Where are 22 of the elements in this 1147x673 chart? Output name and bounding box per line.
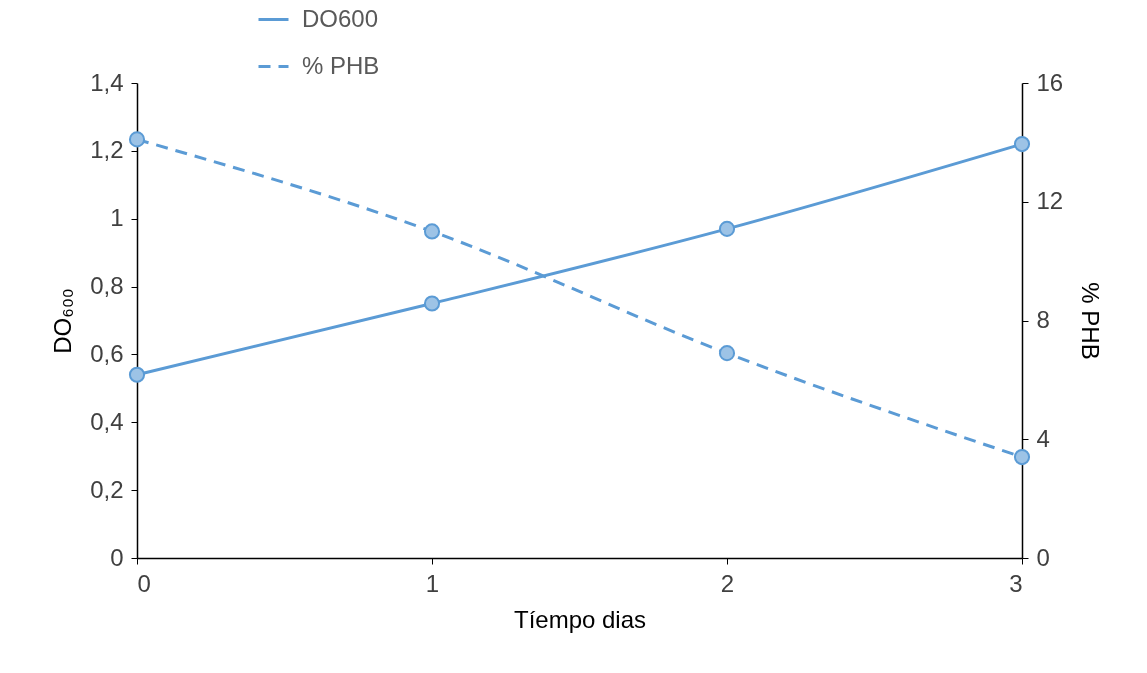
y-axis-title: DO₆₀₀ xyxy=(49,288,77,354)
y2-tick-label: 0 xyxy=(1036,543,1050,571)
y2-axis-title: % PHB xyxy=(1077,282,1105,360)
y-tick-label: 0 xyxy=(110,543,124,571)
x-tick-label: 1 xyxy=(425,569,440,597)
y2-tick-label: 16 xyxy=(1036,68,1064,96)
x-tick-label: 2 xyxy=(720,569,735,597)
x-axis-title: Tíempo dias xyxy=(513,605,647,633)
y2-tick-label: 8 xyxy=(1036,306,1050,333)
y-tick-label: 0,4 xyxy=(90,407,124,435)
y-tick-label: 1 xyxy=(110,204,124,232)
y-tick-label: 0,2 xyxy=(90,475,124,503)
x-tick-label: 0 xyxy=(137,569,151,597)
y-tick-label: 0,6 xyxy=(90,339,124,367)
legend-label: DO600 xyxy=(302,4,379,32)
y-tick-label: 1,4 xyxy=(90,68,124,96)
y2-tick-label: 4 xyxy=(1036,424,1050,452)
legend-label: % PHB xyxy=(302,51,380,79)
x-tick-label: 3 xyxy=(1009,569,1023,597)
y-tick-label: 1,2 xyxy=(90,136,124,164)
y2-tick-label: 12 xyxy=(1036,187,1064,215)
y-tick-label: 0,8 xyxy=(90,272,124,300)
